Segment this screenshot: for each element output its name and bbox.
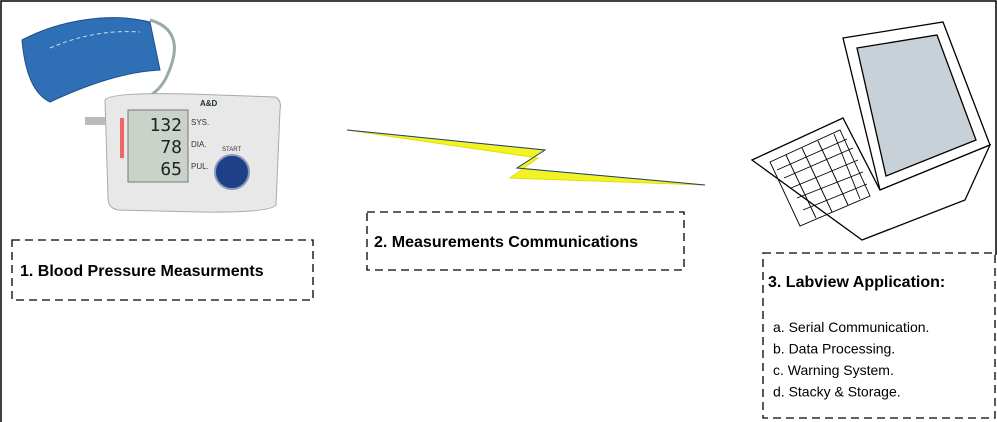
item-text: d. Stacky & Storage.: [773, 384, 901, 400]
lightning-bolt: [347, 130, 705, 185]
laptop: [752, 22, 990, 240]
item-text: c. Warning System.: [773, 362, 894, 378]
reading-label: PUL.: [191, 162, 209, 171]
wireless-link: [347, 130, 705, 185]
color-strip: [120, 118, 124, 158]
brand: A&D: [200, 99, 218, 108]
connector: [85, 117, 105, 125]
item-list: a. Serial Communication. b. Data Processi…: [773, 319, 929, 400]
button-label: START: [222, 147, 241, 153]
lcd-value: 132: [149, 115, 182, 136]
reading-label: SYS.: [191, 118, 209, 127]
bp-monitor: A&D 132 78 65 SYS. DIA. PUL. START: [22, 18, 280, 212]
node-label: 2. Measurements Communications: [374, 234, 638, 251]
lcd-value: 78: [160, 137, 182, 158]
item-text: b. Data Processing.: [773, 341, 895, 357]
item-text: a. Serial Communication.: [773, 319, 929, 335]
node-label: 1. Blood Pressure Measurments: [20, 263, 264, 280]
cuff: [22, 18, 160, 102]
reading-label: DIA.: [191, 140, 207, 149]
start-button: [215, 155, 249, 189]
diagram: A&D 132 78 65 SYS. DIA. PUL. START 1. Bl…: [0, 0, 997, 422]
lcd-value: 65: [160, 159, 182, 180]
node-label: 3. Labview Application:: [768, 274, 945, 291]
